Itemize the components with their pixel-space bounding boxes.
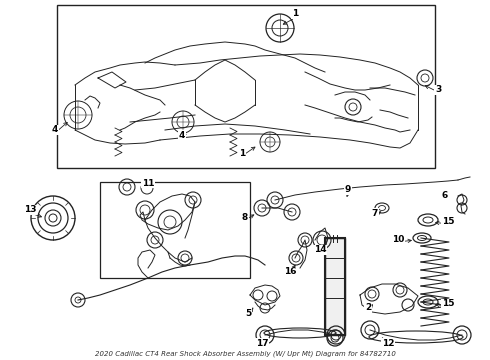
Text: 7: 7	[372, 208, 378, 217]
Text: 6: 6	[442, 192, 448, 201]
Text: 12: 12	[382, 338, 394, 347]
Text: 16: 16	[284, 267, 296, 276]
Text: 15: 15	[442, 300, 454, 309]
Text: 10: 10	[392, 235, 404, 244]
Text: 2020 Cadillac CT4 Rear Shock Absorber Assembly (W/ Upr Mt) Diagram for 84782710: 2020 Cadillac CT4 Rear Shock Absorber As…	[95, 351, 395, 357]
Text: 1: 1	[292, 9, 298, 18]
Text: 2: 2	[365, 303, 371, 312]
Text: 3: 3	[435, 85, 441, 94]
Text: 17: 17	[256, 338, 269, 347]
Text: 15: 15	[442, 217, 454, 226]
Text: 8: 8	[242, 213, 248, 222]
Text: 11: 11	[142, 179, 154, 188]
Text: 13: 13	[24, 206, 36, 215]
Text: 4: 4	[179, 130, 185, 139]
Text: 9: 9	[345, 185, 351, 194]
Text: 5: 5	[245, 309, 251, 318]
Text: 4: 4	[52, 126, 58, 135]
Bar	[325, 238, 345, 335]
Text: 14: 14	[314, 246, 326, 255]
Text: 1: 1	[239, 148, 245, 158]
